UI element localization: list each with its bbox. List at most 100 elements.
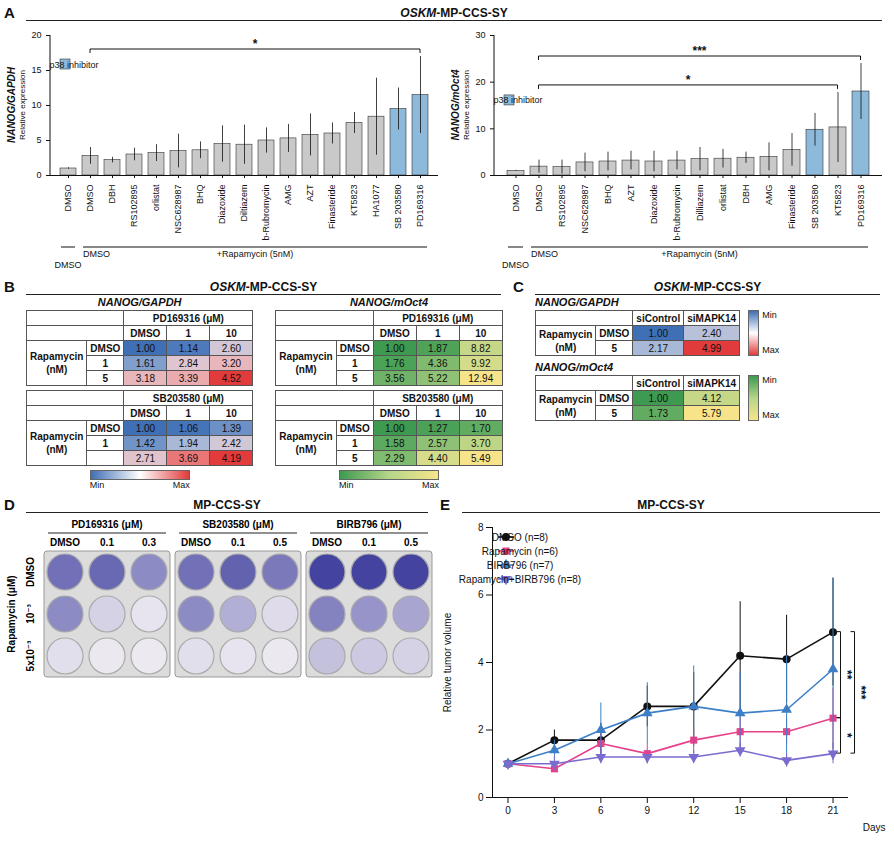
svg-text:21: 21 [827, 805, 839, 816]
svg-text:Relative tumor volume: Relative tumor volume [442, 612, 453, 712]
svg-text:15: 15 [735, 805, 747, 816]
svg-text:***: *** [854, 685, 868, 699]
svg-text:Rapamycin (n=6): Rapamycin (n=6) [482, 546, 558, 557]
svg-text:BHQ: BHQ [195, 185, 205, 205]
svg-text:AMG: AMG [283, 185, 293, 206]
svg-text:9: 9 [645, 805, 651, 816]
svg-text:AZT: AZT [626, 184, 636, 202]
svg-text:NSC628987: NSC628987 [580, 185, 590, 234]
svg-text:Dilliazem: Dilliazem [695, 185, 705, 222]
svg-text:RS102895: RS102895 [557, 185, 567, 228]
svg-text:Rapamycin+BIRB796 (n=8): Rapamycin+BIRB796 (n=8) [459, 574, 581, 585]
svg-text:*: * [253, 37, 258, 51]
svg-text:NSC628987: NSC628987 [173, 185, 183, 234]
svg-text:***: *** [692, 44, 706, 58]
svg-text:15: 15 [31, 65, 41, 75]
svg-text:PD169316: PD169316 [856, 185, 866, 228]
html-text:Rapamycin (nM): Rapamycin (nM) [539, 393, 593, 418]
svg-text:0.1: 0.1 [100, 537, 114, 548]
html-text:Rapamycin (nM): Rapamycin (nM) [30, 351, 84, 375]
svg-text:DMSO: DMSO [531, 249, 558, 259]
svg-text:DMSO: DMSO [83, 249, 110, 259]
svg-text:0: 0 [36, 170, 41, 180]
svg-text:4: 4 [478, 657, 484, 668]
svg-text:0.1: 0.1 [231, 537, 245, 548]
svg-text:DMSO: DMSO [63, 185, 73, 212]
svg-text:10: 10 [31, 100, 41, 110]
svg-text:DMSO: DMSO [502, 260, 529, 270]
svg-text:0: 0 [505, 805, 511, 816]
svg-text:SB 203580: SB 203580 [810, 185, 820, 230]
svg-text:0: 0 [478, 792, 484, 803]
svg-text:DMSO: DMSO [312, 537, 342, 548]
html-text:Rapamycin (nM): Rapamycin (nM) [539, 328, 593, 353]
svg-text:20: 20 [475, 77, 485, 87]
svg-text:DMSO: DMSO [85, 185, 95, 212]
svg-text:p38 inhibitor: p38 inhibitor [49, 60, 98, 70]
svg-text:b-Rubromycin: b-Rubromycin [672, 185, 682, 241]
svg-text:*: * [686, 73, 691, 87]
svg-text:DMSO: DMSO [25, 557, 36, 587]
svg-text:5x10⁻³: 5x10⁻³ [25, 640, 36, 672]
svg-text:6: 6 [598, 805, 604, 816]
svg-text:30: 30 [475, 30, 485, 40]
svg-text:Relative expression: Relative expression [462, 70, 471, 140]
svg-text:DMSO: DMSO [511, 185, 521, 212]
svg-text:*: * [840, 733, 854, 738]
svg-text:DMSO: DMSO [181, 537, 211, 548]
svg-text:BIRB796 (n=7): BIRB796 (n=7) [487, 560, 553, 571]
svg-text:2: 2 [478, 724, 484, 735]
svg-text:Relative expression: Relative expression [18, 70, 27, 140]
svg-text:20: 20 [31, 30, 41, 40]
svg-text:0: 0 [480, 170, 485, 180]
svg-text:0.3: 0.3 [142, 537, 156, 548]
svg-text:DBH: DBH [107, 185, 117, 204]
svg-text:b-Rubromycin: b-Rubromycin [261, 185, 271, 241]
svg-text:AZT: AZT [305, 184, 315, 202]
svg-text:BHQ: BHQ [603, 185, 613, 205]
svg-text:Diazoxide: Diazoxide [217, 185, 227, 225]
svg-text:**: ** [840, 670, 854, 680]
svg-text:KT5823: KT5823 [833, 185, 843, 217]
svg-text:Diazoxide: Diazoxide [649, 185, 659, 225]
svg-text:SB 203580: SB 203580 [393, 185, 403, 230]
svg-text:NANOG/mOct4: NANOG/mOct4 [450, 69, 461, 141]
svg-text:Finasteride: Finasteride [327, 185, 337, 230]
svg-text:p38 inhibitor: p38 inhibitor [493, 95, 542, 105]
svg-text:0.5: 0.5 [404, 537, 418, 548]
svg-text:orlistat: orlistat [718, 184, 728, 211]
svg-text:PD169316: PD169316 [415, 185, 425, 228]
svg-text:NANOG/GAPDH: NANOG/GAPDH [6, 66, 17, 143]
svg-text:5: 5 [36, 135, 41, 145]
svg-text:BIRB796 (μM): BIRB796 (μM) [336, 519, 401, 530]
svg-text:DMSO (n=8): DMSO (n=8) [492, 532, 548, 543]
html-text:Rapamycin (nM): Rapamycin (nM) [279, 351, 333, 375]
svg-text:8: 8 [478, 522, 484, 533]
svg-text:SB203580 (μM): SB203580 (μM) [202, 519, 273, 530]
svg-text:Rapamycin (μM): Rapamycin (μM) [6, 575, 17, 652]
svg-text:6: 6 [478, 589, 484, 600]
svg-text:PD169316 (μM): PD169316 (μM) [71, 519, 142, 530]
svg-text:DMSO: DMSO [50, 537, 80, 548]
svg-text:Diltiazem: Diltiazem [239, 185, 249, 222]
svg-text:10⁻³: 10⁻³ [25, 603, 36, 623]
svg-text:HA1077: HA1077 [371, 185, 381, 218]
svg-text:Finasteride: Finasteride [787, 185, 797, 230]
svg-text:0.1: 0.1 [362, 537, 376, 548]
html-text:Rapamycin (nM): Rapamycin (nM) [30, 431, 84, 455]
svg-text:orlistat: orlistat [151, 184, 161, 211]
svg-text:DMSO: DMSO [55, 260, 82, 270]
svg-text:10: 10 [475, 124, 485, 134]
svg-text:DBH: DBH [741, 185, 751, 204]
svg-text:Days: Days [863, 822, 886, 833]
svg-text:DMSO: DMSO [534, 185, 544, 212]
svg-text:18: 18 [781, 805, 793, 816]
svg-text:0.5: 0.5 [273, 537, 287, 548]
svg-text:AMG: AMG [764, 185, 774, 206]
svg-text:+Rapamycin (5nM): +Rapamycin (5nM) [217, 249, 293, 259]
svg-text:RS102895: RS102895 [129, 185, 139, 228]
svg-text:3: 3 [552, 805, 558, 816]
svg-text:12: 12 [688, 805, 700, 816]
svg-text:+Rapamycin (5nM): +Rapamycin (5nM) [661, 249, 737, 259]
svg-text:KT5823: KT5823 [349, 185, 359, 217]
